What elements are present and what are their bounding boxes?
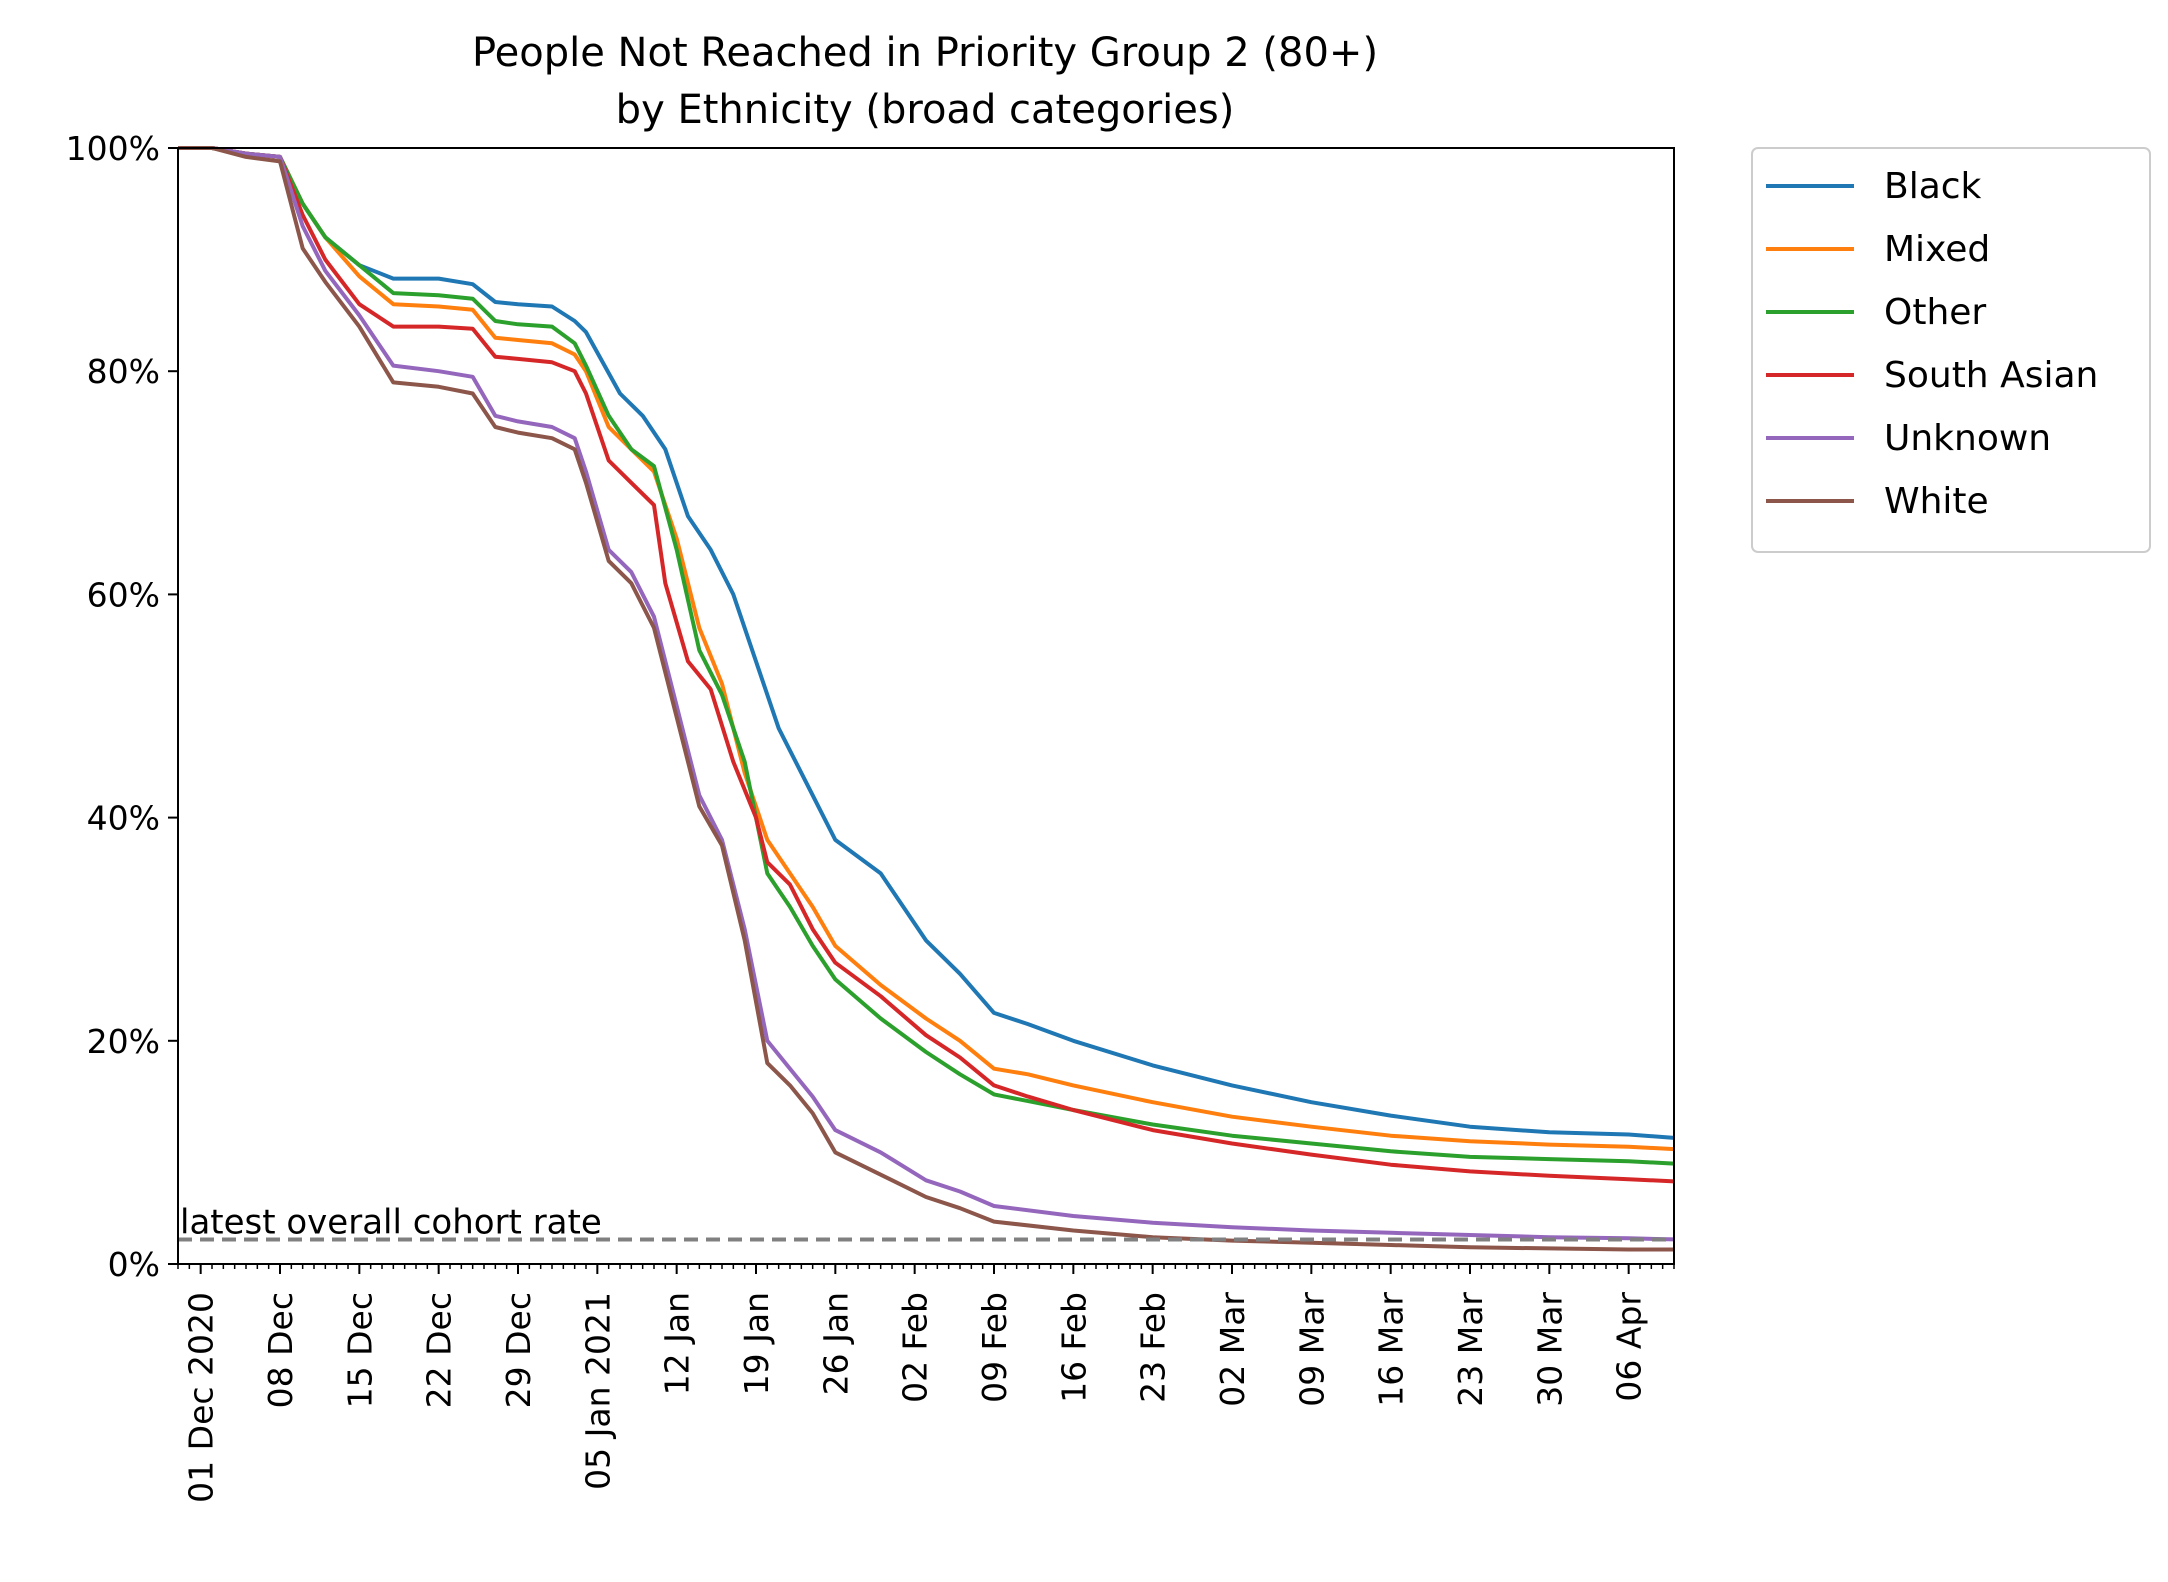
y-tick-label: 0% (108, 1245, 160, 1284)
y-tick-label: 40% (87, 799, 160, 838)
legend-label: Mixed (1884, 229, 1990, 270)
reference-line-label: latest overall cohort rate (180, 1202, 602, 1242)
x-tick-label: 30 Mar (1530, 1292, 1569, 1407)
plot-area-frame (177, 147, 1675, 1265)
x-tick-label: 08 Dec (261, 1292, 300, 1408)
series-layer (178, 146, 1675, 1252)
legend-label: Unknown (1884, 418, 2051, 459)
chart-title-line-1: People Not Reached in Priority Group 2 (… (472, 30, 1378, 76)
x-tick-label: 01 Dec 2020 (182, 1292, 221, 1503)
y-tick-label: 20% (87, 1022, 160, 1061)
y-axis: 0% 20% 40% 60% 80% 100% (66, 129, 178, 1284)
series-line-other (178, 146, 1675, 1166)
x-tick-label: 05 Jan 2021 (578, 1292, 617, 1490)
x-tick-label: 23 Feb (1134, 1292, 1173, 1403)
x-tick-label: 09 Feb (975, 1292, 1014, 1403)
legend-label: Black (1884, 166, 1982, 207)
x-tick-label: 19 Jan (737, 1292, 776, 1395)
x-tick-label: 26 Jan (816, 1292, 855, 1395)
y-tick-label: 60% (87, 575, 160, 614)
reference-line-layer: latest overall cohort rate (178, 1202, 1674, 1242)
x-tick-label: 06 Apr (1610, 1292, 1649, 1402)
series-line-mixed (178, 146, 1675, 1152)
legend-label: South Asian (1884, 355, 2098, 396)
series-line-black (178, 146, 1675, 1140)
series-line-unknown (178, 146, 1675, 1242)
legend-label: White (1884, 481, 1989, 522)
y-tick-label: 80% (87, 352, 160, 391)
x-axis: 01 Dec 2020 08 Dec 15 Dec 22 Dec 29 Dec 05 Ja… (177, 1264, 1675, 1503)
x-tick-label: 16 Feb (1054, 1292, 1093, 1403)
series-line-south-asian (178, 146, 1675, 1184)
chart-title-line-2: by Ethnicity (broad categories) (616, 87, 1235, 133)
x-tick-label: 15 Dec (340, 1292, 379, 1408)
x-tick-label: 29 Dec (499, 1292, 538, 1408)
y-tick-label: 100% (66, 129, 160, 168)
legend-label: Other (1884, 292, 1986, 333)
x-tick-label: 22 Dec (420, 1292, 459, 1408)
x-tick-label: 09 Mar (1292, 1292, 1331, 1407)
chart-title: People Not Reached in Priority Group 2 (… (472, 30, 1378, 133)
x-tick-label: 16 Mar (1372, 1292, 1411, 1407)
x-tick-label: 12 Jan (658, 1292, 697, 1395)
x-tick-label: 02 Feb (896, 1292, 935, 1403)
x-tick-label: 02 Mar (1213, 1292, 1252, 1407)
series-line-white (178, 146, 1674, 1252)
legend: Black Mixed Other South Asian Unknown White (1751, 147, 2151, 553)
x-tick-label: 23 Mar (1451, 1292, 1490, 1407)
